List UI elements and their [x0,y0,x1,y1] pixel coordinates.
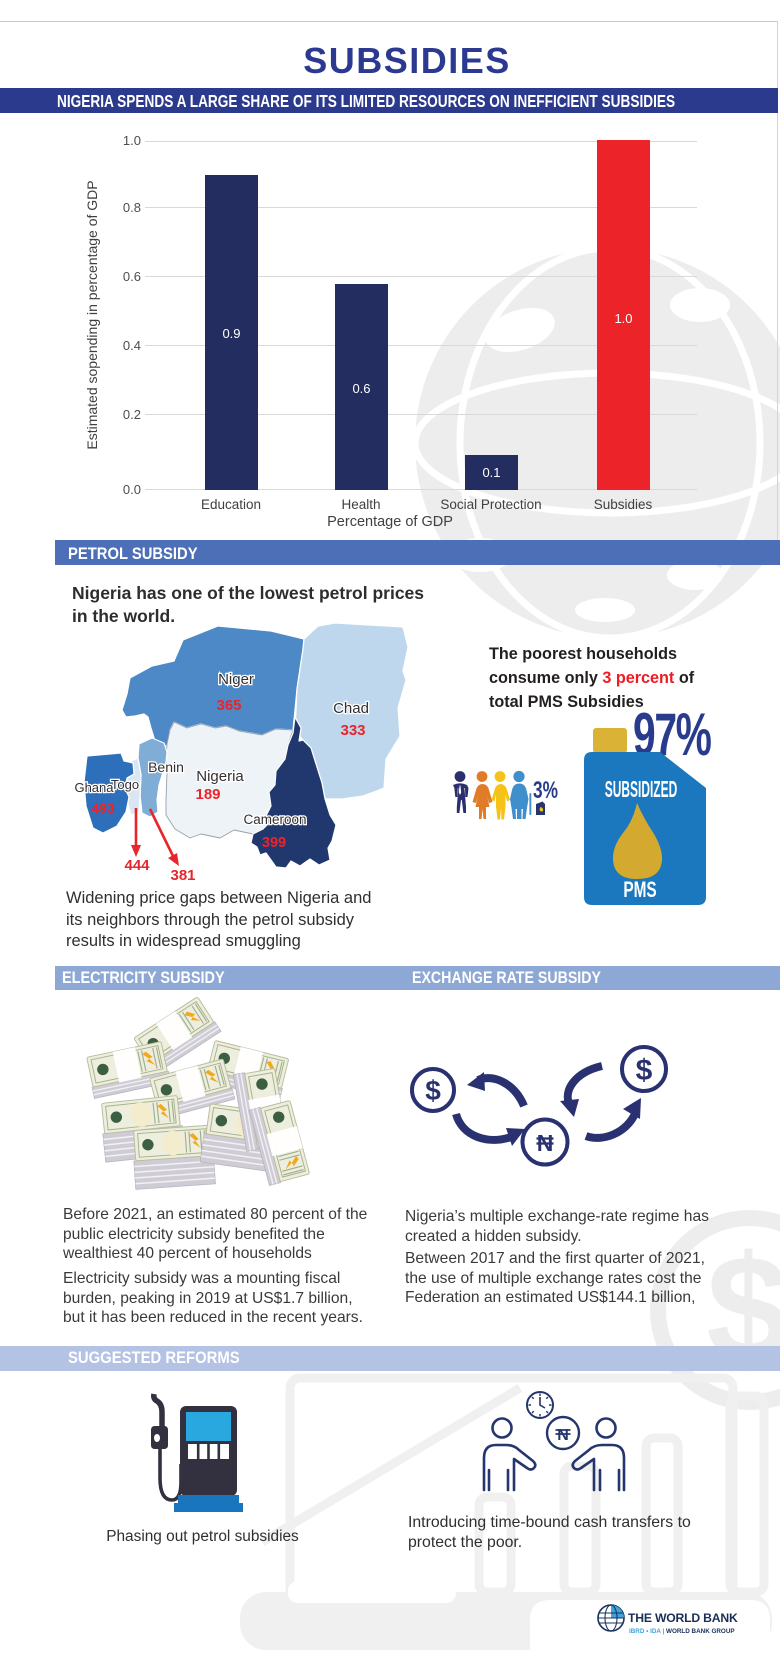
svg-text:IBRD • IDA | WORLD BANK GROUP: IBRD • IDA | WORLD BANK GROUP [629,1628,735,1635]
svg-text:Benin: Benin [148,759,184,775]
svg-text:Togo: Togo [111,777,139,792]
svg-text:333: 333 [340,722,365,739]
svg-text:381: 381 [170,867,195,884]
svg-text:SUBSIDIZED: SUBSIDIZED [605,776,677,802]
svg-text:Ghana: Ghana [75,780,114,795]
svg-text:$: $ [425,1075,441,1106]
svg-text:444: 444 [124,857,150,874]
svg-text:Niger: Niger [218,671,254,688]
svg-text:399: 399 [262,835,286,851]
svg-text:Chad: Chad [333,700,369,717]
svg-text:Cameroon: Cameroon [243,812,306,827]
svg-text:N: N [557,1427,569,1444]
svg-text:189: 189 [195,786,220,803]
svg-text:Nigeria: Nigeria [196,768,244,785]
svg-text:PMS: PMS [623,878,656,902]
svg-text:THE WORLD BANK: THE WORLD BANK [628,1611,738,1625]
svg-text:493: 493 [91,800,115,816]
svg-text:$: $ [636,1054,653,1087]
svg-text:365: 365 [216,697,241,714]
